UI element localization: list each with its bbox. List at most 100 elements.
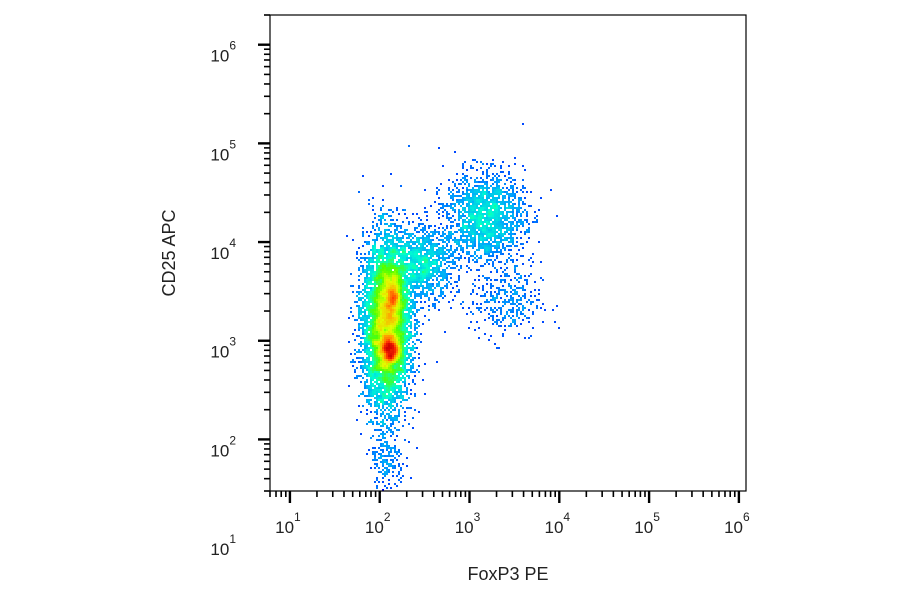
data-point xyxy=(360,327,362,329)
data-point xyxy=(498,213,500,215)
data-point xyxy=(376,277,378,279)
data-point xyxy=(388,289,390,291)
data-point xyxy=(474,181,476,183)
data-point xyxy=(394,383,396,385)
data-point xyxy=(408,235,410,237)
data-point xyxy=(382,371,384,373)
data-point xyxy=(362,265,364,267)
data-point xyxy=(522,191,524,193)
data-point xyxy=(388,277,390,279)
data-point xyxy=(408,347,410,349)
data-point xyxy=(374,295,376,297)
data-point xyxy=(368,449,370,451)
data-point xyxy=(410,325,412,327)
data-point xyxy=(468,235,470,237)
data-point xyxy=(424,261,426,263)
data-point xyxy=(494,241,496,243)
data-point xyxy=(452,207,454,209)
data-point xyxy=(462,233,464,235)
data-point xyxy=(388,229,390,231)
data-point xyxy=(452,203,454,205)
data-point xyxy=(372,205,374,207)
data-point xyxy=(410,267,412,269)
data-point xyxy=(448,257,450,259)
data-point xyxy=(526,231,528,233)
data-point xyxy=(496,221,498,223)
data-point xyxy=(510,297,512,299)
data-point xyxy=(372,269,374,271)
data-point xyxy=(452,195,454,197)
data-point xyxy=(378,235,380,237)
data-point xyxy=(528,227,530,229)
data-point xyxy=(482,213,484,215)
data-point xyxy=(380,337,382,339)
data-point xyxy=(378,395,380,397)
data-point xyxy=(386,257,388,259)
data-point xyxy=(410,301,412,303)
data-point xyxy=(474,179,476,181)
data-point xyxy=(452,239,454,241)
data-point xyxy=(380,219,382,221)
data-point xyxy=(490,179,492,181)
data-point xyxy=(482,239,484,241)
data-point xyxy=(382,263,384,265)
data-point xyxy=(402,367,404,369)
data-point xyxy=(446,275,448,277)
data-point xyxy=(522,309,524,311)
data-point xyxy=(388,367,390,369)
data-point xyxy=(364,343,366,345)
data-point xyxy=(380,391,382,393)
data-point xyxy=(452,261,454,263)
data-point xyxy=(454,183,456,185)
data-point xyxy=(500,227,502,229)
data-point xyxy=(482,243,484,245)
data-point xyxy=(374,253,376,255)
data-point xyxy=(412,303,414,305)
data-point xyxy=(390,335,392,337)
data-point xyxy=(404,313,406,315)
data-point xyxy=(412,301,414,303)
data-point xyxy=(534,211,536,213)
data-point xyxy=(486,291,488,293)
data-point xyxy=(516,213,518,215)
data-point xyxy=(476,261,478,263)
data-point xyxy=(430,235,432,237)
data-point xyxy=(386,309,388,311)
data-point xyxy=(398,261,400,263)
data-point xyxy=(382,295,384,297)
data-point xyxy=(380,305,382,307)
data-point xyxy=(386,459,388,461)
data-point xyxy=(364,311,366,313)
data-point xyxy=(472,201,474,203)
data-point xyxy=(498,243,500,245)
data-point xyxy=(472,237,474,239)
data-point xyxy=(492,253,494,255)
data-point xyxy=(504,301,506,303)
data-point xyxy=(368,313,370,315)
data-point xyxy=(474,191,476,193)
data-point xyxy=(398,429,400,431)
data-point xyxy=(372,355,374,357)
data-point xyxy=(502,195,504,197)
data-point xyxy=(384,333,386,335)
data-point xyxy=(484,217,486,219)
data-point xyxy=(488,201,490,203)
data-point xyxy=(450,191,452,193)
data-point xyxy=(374,289,376,291)
data-point xyxy=(378,357,380,359)
data-point xyxy=(404,305,406,307)
data-point xyxy=(488,175,490,177)
data-point xyxy=(476,217,478,219)
data-point xyxy=(382,251,384,253)
data-point xyxy=(390,429,392,431)
data-point xyxy=(376,439,378,441)
data-point xyxy=(392,467,394,469)
data-point xyxy=(390,297,392,299)
data-point xyxy=(382,321,384,323)
data-point xyxy=(500,179,502,181)
data-point xyxy=(390,399,392,401)
data-point xyxy=(384,461,386,463)
data-point xyxy=(360,351,362,353)
data-point xyxy=(388,331,390,333)
